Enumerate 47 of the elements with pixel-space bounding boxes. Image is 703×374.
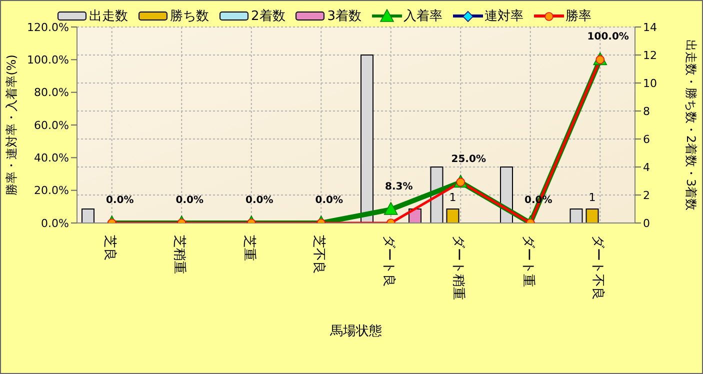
bar bbox=[446, 208, 460, 223]
x-tick-label: 芝不良 bbox=[311, 235, 326, 274]
y2-tick-label: 14 bbox=[643, 20, 657, 34]
y-tick-label: 100.0% bbox=[27, 54, 69, 67]
y2-axis-title: 出走数・勝ち数・2着数・3着数 bbox=[684, 39, 698, 211]
x-tick-label: ダート良 bbox=[380, 235, 396, 287]
legend-label: 3着数 bbox=[327, 8, 362, 25]
bar bbox=[82, 208, 94, 223]
legend-label: 2着数 bbox=[251, 8, 286, 25]
data-label: 1 bbox=[449, 191, 456, 204]
bar bbox=[586, 208, 599, 223]
y-tick-label: 0.0% bbox=[41, 216, 69, 230]
bar bbox=[360, 54, 374, 223]
y-axis-title: 勝率・連対率・入着率(%) bbox=[4, 54, 18, 196]
y-tick-label: 60.0% bbox=[34, 118, 69, 132]
x-axis-title: 馬場状態 bbox=[329, 324, 382, 339]
y-tick-label: 20.0% bbox=[34, 184, 69, 198]
data-label: 0.0% bbox=[315, 195, 343, 206]
data-label: 0.0% bbox=[106, 195, 134, 206]
x-tick-label: ダート稍重 bbox=[450, 235, 466, 300]
x-tick-label: 芝重 bbox=[241, 235, 256, 261]
x-tick-label: 芝稍重 bbox=[172, 235, 187, 274]
data-label: 25.0% bbox=[451, 154, 486, 166]
y-tick-label: 120.0% bbox=[27, 20, 69, 34]
y-tick-label: 80.0% bbox=[34, 86, 69, 100]
legend-label: 勝率 bbox=[566, 8, 592, 25]
y2-tick-label: 6 bbox=[643, 132, 650, 146]
data-label: 0.0% bbox=[176, 195, 204, 206]
legend-label: 勝ち数 bbox=[170, 8, 209, 25]
y2-tick-label: 2 bbox=[643, 188, 650, 202]
y2-tick-label: 8 bbox=[643, 104, 650, 118]
legend-label: 入着率 bbox=[404, 8, 443, 25]
y-tick-label: 40.0% bbox=[34, 152, 69, 165]
y2-tick-label: 0 bbox=[643, 216, 650, 230]
y2-tick-label: 12 bbox=[643, 48, 657, 62]
bar bbox=[570, 208, 583, 223]
data-label: 8.3% bbox=[385, 181, 413, 192]
data-label: 1 bbox=[588, 191, 596, 204]
x-tick-label: ダート重 bbox=[520, 235, 536, 287]
legend-label: 出走数 bbox=[89, 8, 128, 25]
data-label: 0.0% bbox=[246, 195, 274, 206]
legend-label: 連対率 bbox=[484, 8, 524, 25]
x-tick-label: ダート不良 bbox=[590, 235, 606, 300]
x-tick-label: 芝良 bbox=[102, 235, 117, 261]
y2-tick-label: 4 bbox=[643, 160, 650, 174]
data-label: 100.0% bbox=[587, 32, 629, 43]
y2-tick-label: 10 bbox=[643, 76, 657, 90]
